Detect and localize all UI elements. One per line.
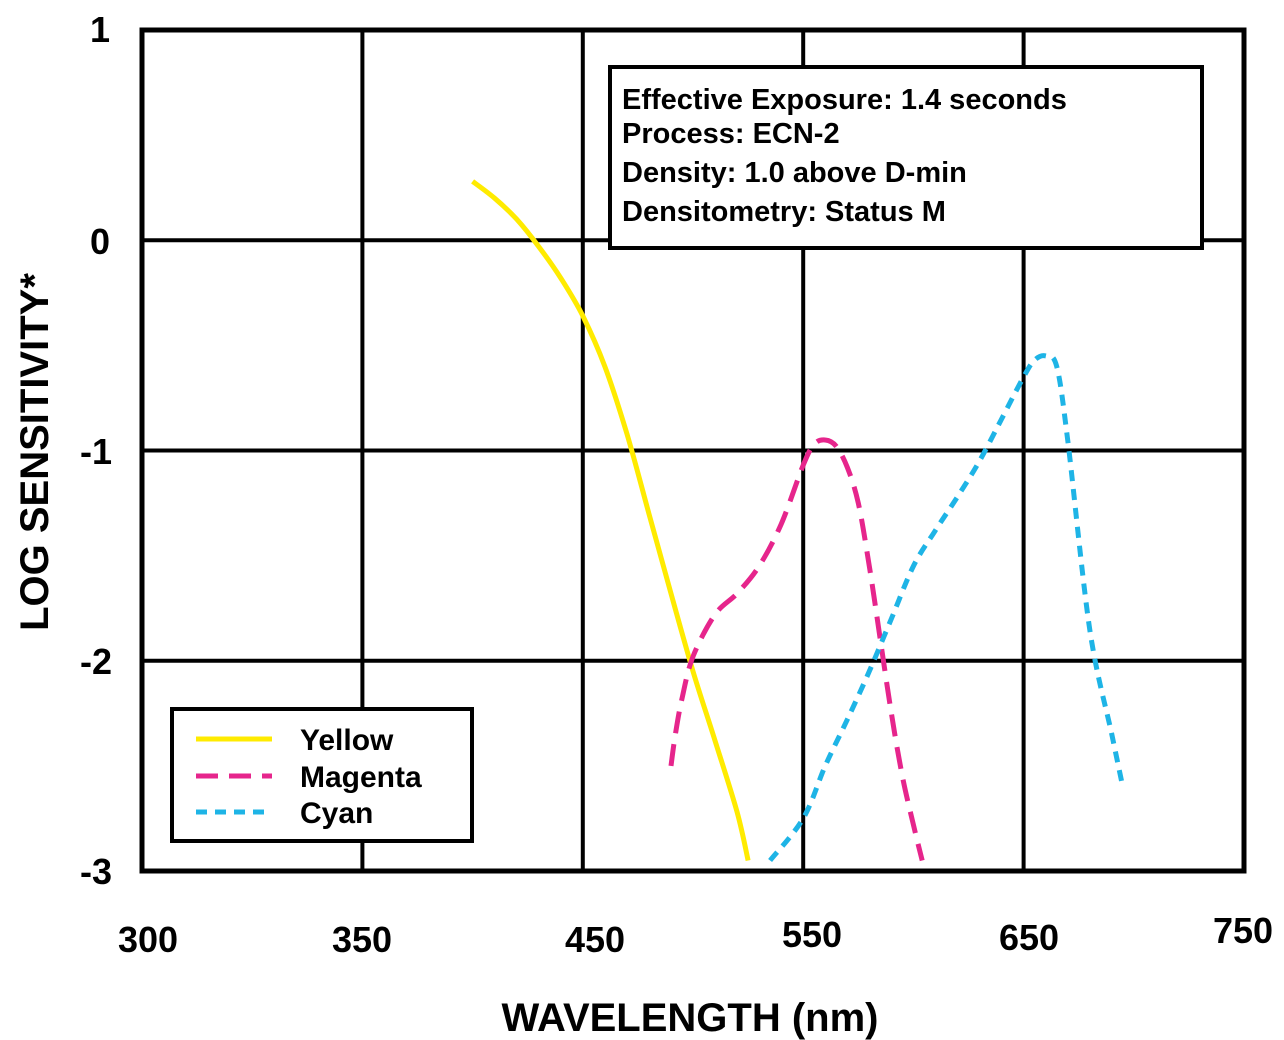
- x-tick-label: 750: [1213, 910, 1273, 951]
- legend-label-cyan: Cyan: [300, 797, 373, 830]
- x-tick-label: 550: [782, 914, 842, 955]
- legend-frame: [170, 707, 474, 843]
- x-tick-labels: 300 350 450 550 650 750: [118, 910, 1273, 960]
- x-tick-label: 300: [118, 919, 178, 960]
- y-tick-label: 0: [90, 221, 110, 262]
- y-tick-labels: 1 0 -1 -2 -3: [80, 9, 112, 892]
- info-box-frame: [608, 65, 1204, 250]
- info-line-process: Process: ECN-2: [622, 118, 840, 150]
- y-tick-label: 1: [90, 9, 110, 50]
- legend: Yellow Magenta Cyan: [170, 707, 474, 843]
- x-axis-title: WAVELENGTH (nm): [501, 996, 878, 1040]
- info-line-exposure: Effective Exposure: 1.4 seconds: [622, 84, 1067, 116]
- y-tick-label: -2: [80, 641, 112, 682]
- series-lines: [471, 179, 1126, 863]
- legend-label-magenta: Magenta: [300, 761, 422, 794]
- info-box: Effective Exposure: 1.4 seconds Process:…: [608, 65, 1204, 250]
- series-line-yellow: [471, 179, 751, 862]
- x-tick-label: 650: [999, 917, 1059, 958]
- x-tick-label: 450: [565, 919, 625, 960]
- x-tick-label: 350: [332, 919, 392, 960]
- info-line-densitometry: Densitometry: Status M: [622, 196, 946, 228]
- series-line-cyan: [768, 353, 1126, 863]
- y-axis-title: LOG SENSITIVITY*: [13, 273, 57, 631]
- plot-frame: [139, 27, 1247, 874]
- y-tick-label: -1: [80, 431, 112, 472]
- info-line-density: Density: 1.0 above D-min: [622, 157, 967, 189]
- series-line-magenta: [668, 437, 925, 862]
- y-tick-label: -3: [80, 851, 112, 892]
- legend-label-yellow: Yellow: [300, 724, 394, 757]
